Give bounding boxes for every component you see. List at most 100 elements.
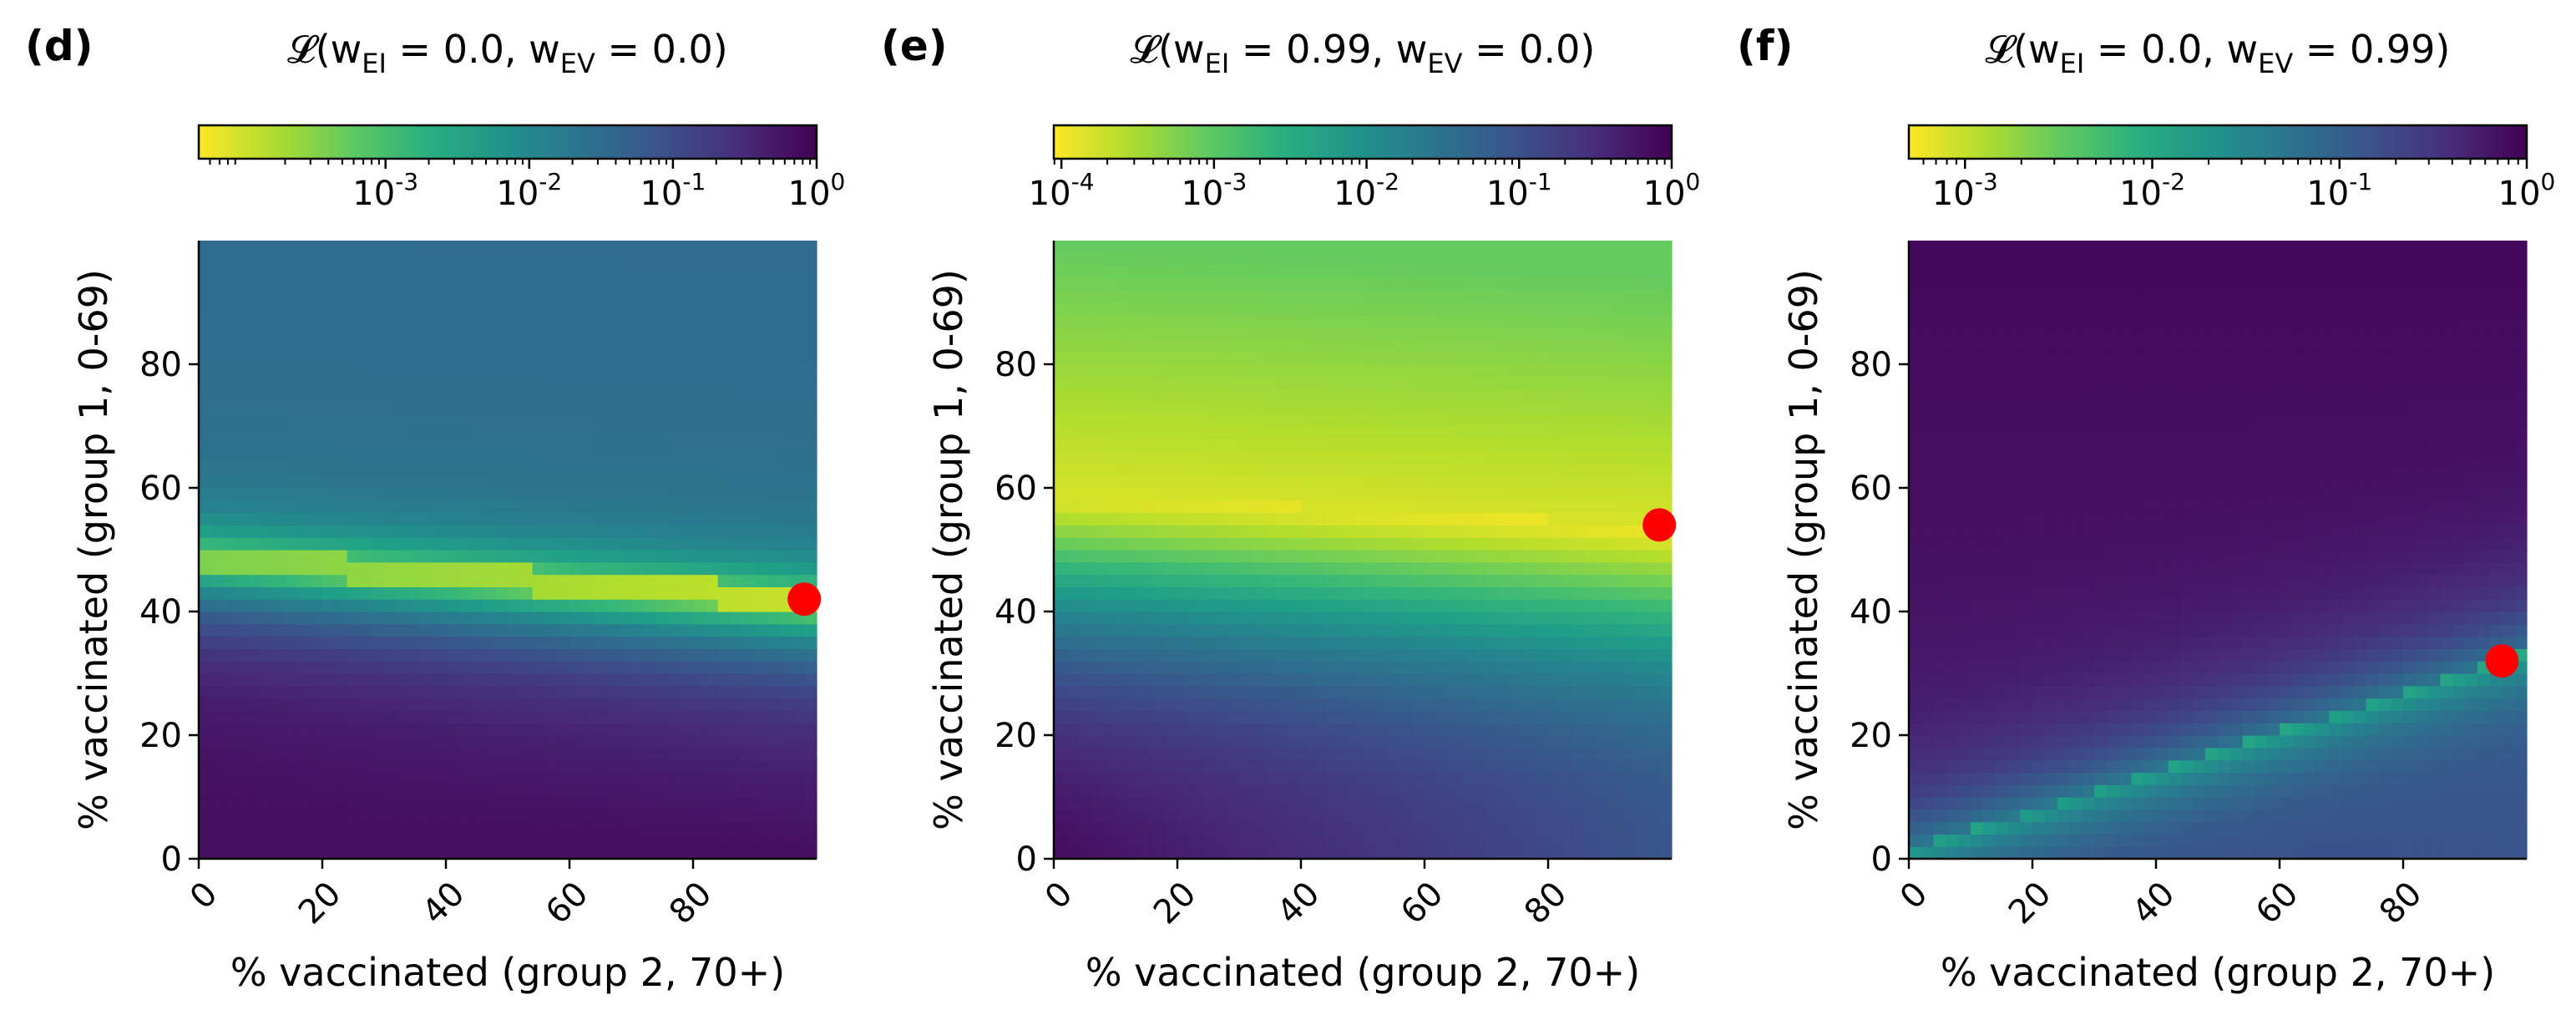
heatmap-cell	[1079, 648, 1091, 661]
heatmap-cell	[1363, 599, 1375, 611]
heatmap-cell	[310, 772, 322, 784]
heatmap-cell	[780, 624, 792, 637]
heatmap-cell	[384, 500, 397, 513]
heatmap-cell	[1425, 488, 1437, 500]
heatmap-cell	[681, 809, 693, 822]
heatmap-cell	[1450, 253, 1462, 266]
heatmap-cell	[1536, 327, 1548, 340]
heatmap-cell	[619, 426, 631, 439]
heatmap-cell	[644, 648, 656, 661]
heatmap-cell	[1103, 302, 1116, 315]
heatmap-cell	[1523, 562, 1536, 575]
heatmap-cell	[656, 451, 669, 464]
heatmap-cell	[1425, 537, 1437, 550]
heatmap-cell	[248, 760, 261, 773]
heatmap-cell	[310, 797, 322, 809]
heatmap-cell	[1116, 525, 1128, 537]
heatmap-cell	[397, 797, 409, 809]
heatmap-cell	[1091, 451, 1103, 464]
heatmap-cell	[520, 550, 533, 562]
heatmap-cell	[544, 352, 557, 364]
heatmap-cell	[1326, 797, 1339, 809]
heatmap-cell	[767, 760, 780, 773]
heatmap-cell	[1388, 389, 1400, 402]
heatmap-cell	[644, 710, 656, 723]
heatmap-cell	[297, 475, 310, 488]
heatmap-cell	[1116, 550, 1128, 562]
heatmap-cell	[1375, 550, 1388, 562]
heatmap-cell	[433, 525, 446, 537]
heatmap-cell	[1141, 809, 1153, 822]
heatmap-cell	[347, 698, 360, 711]
heatmap-cell	[767, 525, 780, 537]
heatmap-cell	[347, 352, 360, 364]
heatmap-cell	[656, 277, 669, 290]
heatmap-cell	[458, 475, 471, 488]
heatmap-cell	[1388, 414, 1400, 426]
heatmap-cell	[421, 364, 433, 377]
heatmap-cell	[261, 364, 273, 377]
heatmap-cell	[471, 389, 483, 402]
heatmap-cell	[656, 463, 669, 475]
heatmap-cell	[1214, 698, 1227, 711]
heatmap-cell	[1116, 401, 1128, 414]
heatmap-cell	[1202, 339, 1215, 352]
heatmap-cell	[1141, 302, 1153, 315]
heatmap-cell	[409, 834, 422, 846]
heatmap-cell	[235, 339, 248, 352]
heatmap-cell	[471, 426, 483, 439]
heatmap-cell	[569, 735, 582, 748]
heatmap-cell	[235, 513, 248, 525]
heatmap-cell	[1152, 562, 1165, 575]
heatmap-cell	[1536, 575, 1548, 587]
heatmap-cell	[606, 426, 619, 439]
heatmap-cell	[533, 586, 545, 599]
heatmap-cell	[1412, 784, 1425, 797]
heatmap-cell	[1461, 637, 1474, 649]
heatmap-cell	[1252, 822, 1264, 835]
heatmap-cell	[1252, 673, 1264, 686]
heatmap-cell	[471, 611, 483, 624]
heatmap-cell	[211, 586, 224, 599]
heatmap-cell	[1116, 364, 1128, 377]
heatmap-cell	[718, 809, 731, 822]
heatmap-cell	[211, 822, 224, 835]
heatmap-cell	[1091, 686, 1103, 698]
heatmap-cell	[767, 302, 780, 315]
heatmap-cell	[619, 352, 631, 364]
heatmap-cell	[397, 277, 409, 290]
heatmap-cell	[322, 439, 335, 451]
heatmap-cell	[446, 241, 458, 253]
heatmap-cell	[681, 822, 693, 835]
colorbar	[1054, 125, 1672, 159]
heatmap-cell	[1350, 364, 1363, 377]
heatmap-cell	[544, 710, 557, 723]
heatmap-cell	[211, 500, 224, 513]
heatmap-cell	[706, 637, 718, 649]
heatmap-cell	[297, 426, 310, 439]
heatmap-cell	[1190, 401, 1202, 414]
heatmap-cell	[372, 624, 384, 637]
heatmap-cell	[1499, 748, 1511, 760]
heatmap-cell	[1239, 488, 1252, 500]
heatmap-cell	[1128, 513, 1141, 525]
heatmap-cell	[508, 784, 520, 797]
heatmap-cell	[1425, 834, 1437, 846]
heatmap-cell	[1128, 475, 1141, 488]
heatmap-cell	[508, 772, 520, 784]
heatmap-cell	[335, 327, 347, 340]
heatmap-cell	[248, 834, 261, 846]
heatmap-cell	[199, 834, 211, 846]
heatmap-cell	[1375, 475, 1388, 488]
heatmap-cell	[582, 772, 595, 784]
heatmap-cell	[1264, 784, 1277, 797]
heatmap-cell	[631, 784, 644, 797]
heatmap-cell	[384, 575, 397, 587]
heatmap-cell	[730, 513, 742, 525]
heatmap-cell	[1375, 525, 1388, 537]
heatmap-cell	[1190, 500, 1202, 513]
heatmap-cell	[1152, 723, 1165, 735]
heatmap-cell	[606, 389, 619, 402]
heatmap-cell	[1511, 550, 1524, 562]
heatmap-cell	[359, 710, 372, 723]
